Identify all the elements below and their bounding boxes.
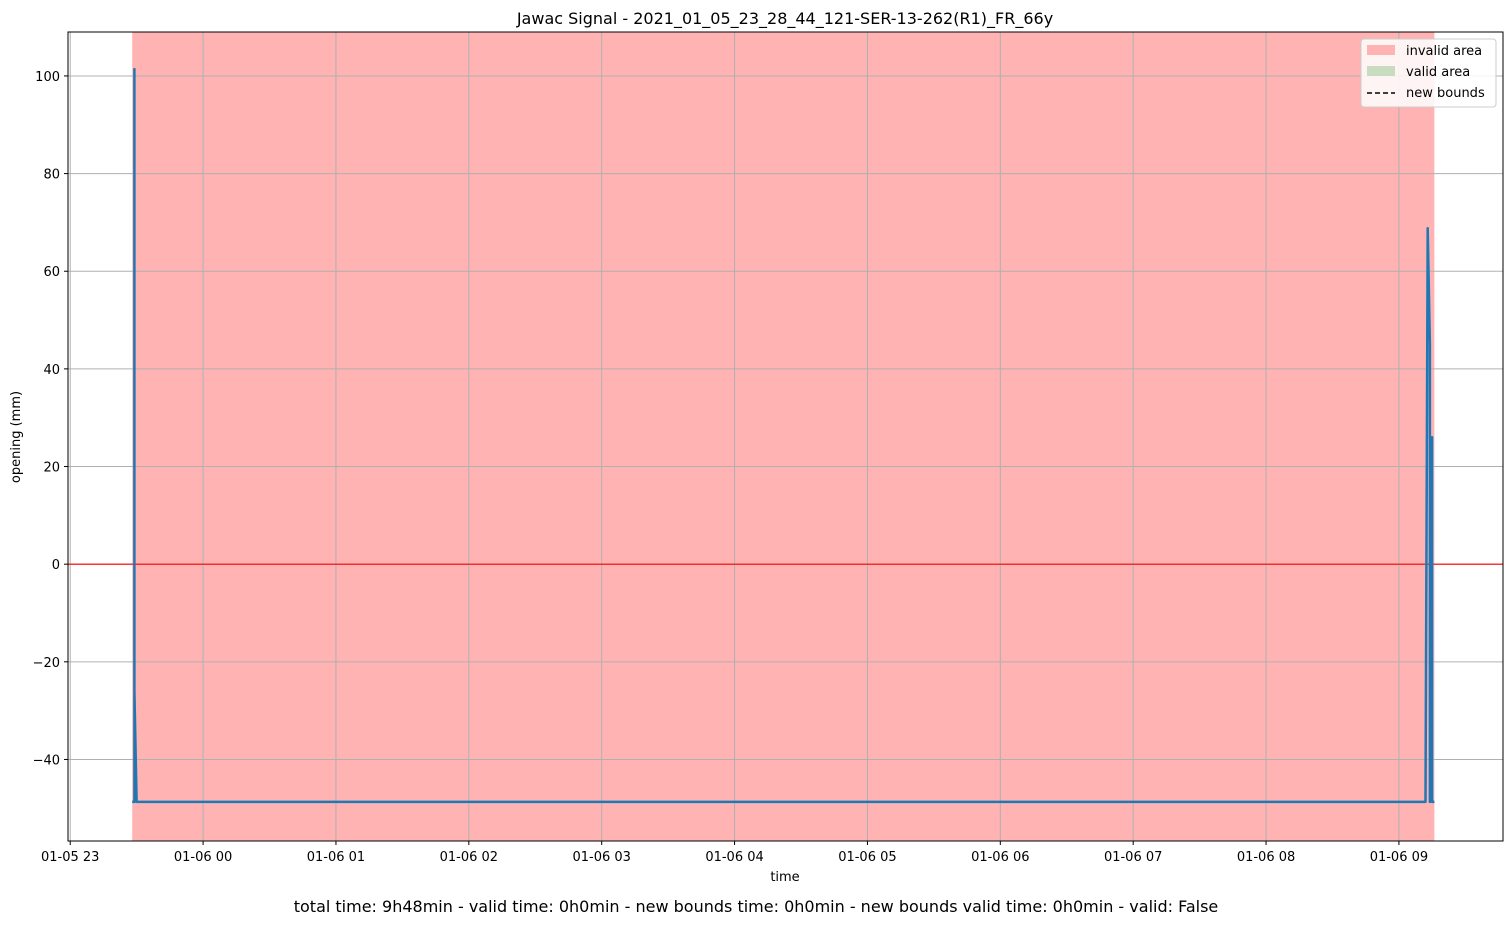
chart-title: Jawac Signal - 2021_01_05_23_28_44_121-S… xyxy=(516,9,1053,29)
tick-layer: 01-05 23 01-06 00 01-06 01 01-06 02 01-06 03… xyxy=(33,70,1429,865)
legend: invalid area valid area new bounds xyxy=(1360,38,1497,108)
summary-footer: total time: 9h48min - valid time: 0h0min… xyxy=(293,897,1219,916)
x-tick-label: 01-06 02 xyxy=(440,850,498,865)
y-tick-label: −20 xyxy=(33,656,60,671)
y-tick-label: 20 xyxy=(43,461,60,476)
x-tick-label: 01-06 04 xyxy=(705,850,763,865)
y-axis-label: opening (mm) xyxy=(9,391,24,483)
y-tick-label: 40 xyxy=(43,363,60,378)
x-tick-label: 01-05 23 xyxy=(41,850,99,865)
invalid-area xyxy=(132,32,1435,841)
x-tick-label: 01-06 09 xyxy=(1370,850,1428,865)
legend-box xyxy=(1360,38,1497,108)
y-tick-label: 0 xyxy=(52,558,60,573)
x-tick-label: 01-06 00 xyxy=(174,850,232,865)
y-tick-label: 100 xyxy=(35,70,60,85)
x-tick-label: 01-06 03 xyxy=(572,850,630,865)
invalid-area-layer xyxy=(132,32,1435,841)
y-tick-label: −40 xyxy=(33,753,60,768)
x-tick-label: 01-06 06 xyxy=(971,850,1029,865)
plot-frame xyxy=(67,31,1504,842)
x-tick-label: 01-06 08 xyxy=(1237,850,1295,865)
legend-swatch-valid-area xyxy=(1367,66,1395,76)
signal-series-line xyxy=(132,67,1435,804)
series-layer xyxy=(132,67,1435,804)
x-tick-label: 01-06 01 xyxy=(307,850,365,865)
x-tick-label: 01-06 07 xyxy=(1104,850,1162,865)
chart: 01-05 23 01-06 00 01-06 01 01-06 02 01-06 03… xyxy=(9,9,1504,885)
y-tick-label: 60 xyxy=(43,265,60,280)
x-tick-label: 01-06 05 xyxy=(838,850,896,865)
legend-label-valid-area: valid area xyxy=(1406,65,1470,80)
legend-swatch-invalid-area xyxy=(1367,45,1395,55)
legend-label-new-bounds: new bounds xyxy=(1406,86,1485,101)
x-axis-label: time xyxy=(770,870,799,885)
y-tick-label: 80 xyxy=(43,168,60,183)
legend-label-invalid-area: invalid area xyxy=(1406,44,1482,59)
